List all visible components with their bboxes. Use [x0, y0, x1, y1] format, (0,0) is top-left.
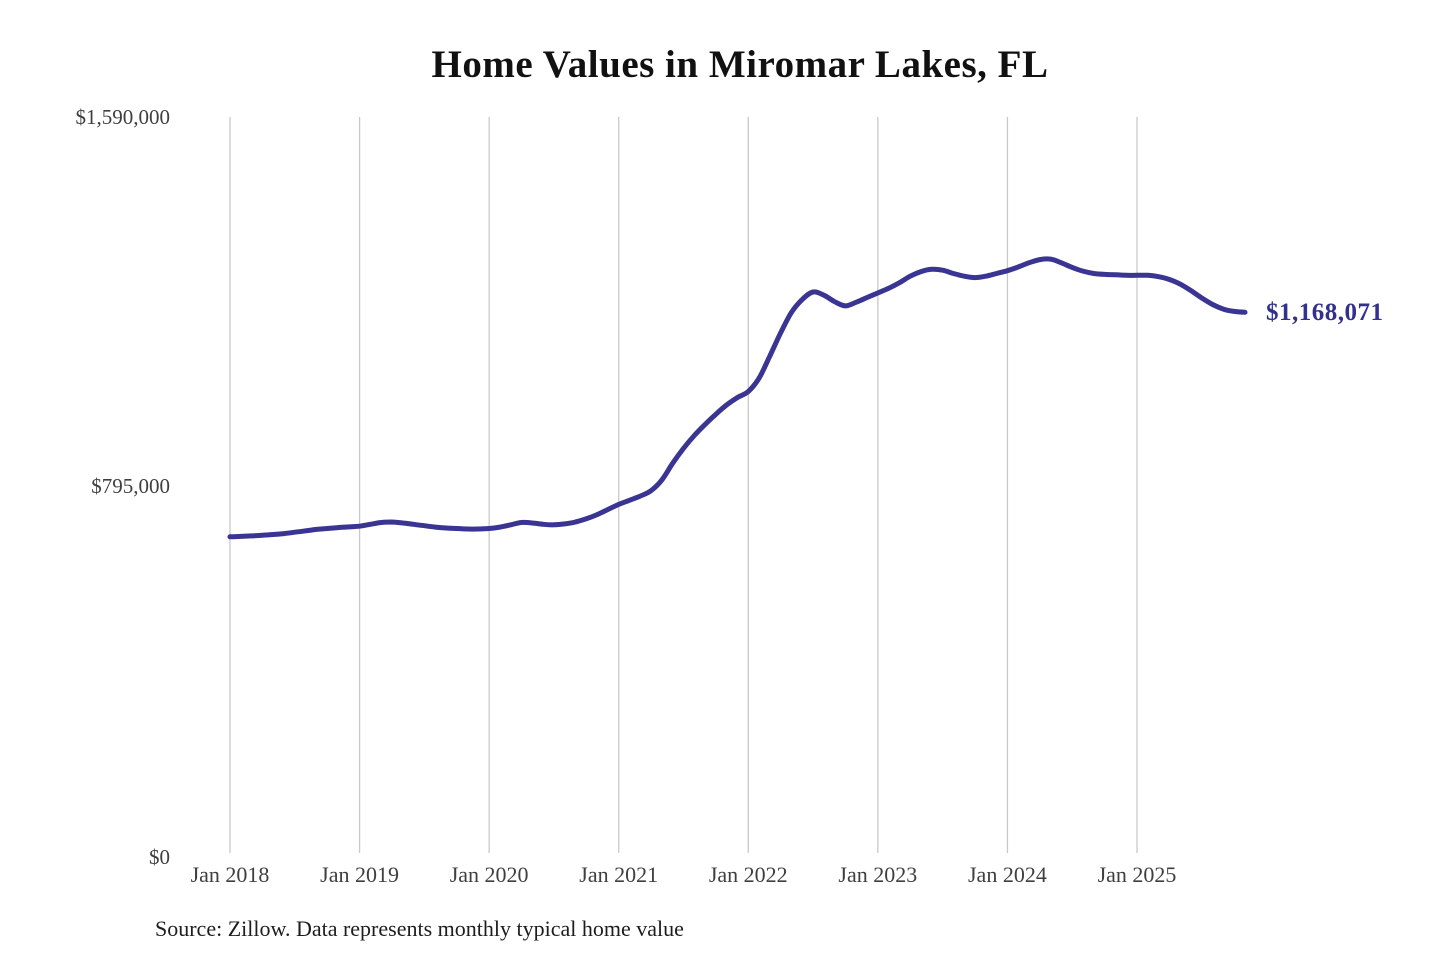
x-axis-tick-label: Jan 2018	[190, 862, 270, 887]
chart-title: Home Values in Miromar Lakes, FL	[431, 43, 1049, 86]
latest-value-label: $1,168,071	[1266, 299, 1384, 327]
x-axis-tick-label: Jan 2023	[838, 862, 918, 887]
x-axis-tick-label: Jan 2025	[1097, 862, 1177, 887]
x-axis-tick-label: Jan 2022	[708, 862, 788, 887]
y-axis-tick-label-mid: $795,000	[91, 474, 170, 498]
x-axis: Jan 2018 Jan 2019 Jan 2020 Jan 2021 Jan 2022…	[0, 861, 1440, 891]
y-axis-tick-label-zero: $0	[149, 845, 170, 869]
x-axis-tick-label: Jan 2021	[579, 862, 659, 887]
x-axis-tick-label: Jan 2024	[968, 862, 1047, 887]
x-axis-tick-label: Jan 2020	[449, 862, 529, 887]
y-axis-tick-label-max: $1,590,000	[75, 105, 171, 129]
source-note: Source: Zillow. Data represents monthly …	[155, 916, 684, 941]
x-axis-tick-label: Jan 2019	[320, 862, 399, 887]
home-value-line	[227, 256, 1248, 540]
